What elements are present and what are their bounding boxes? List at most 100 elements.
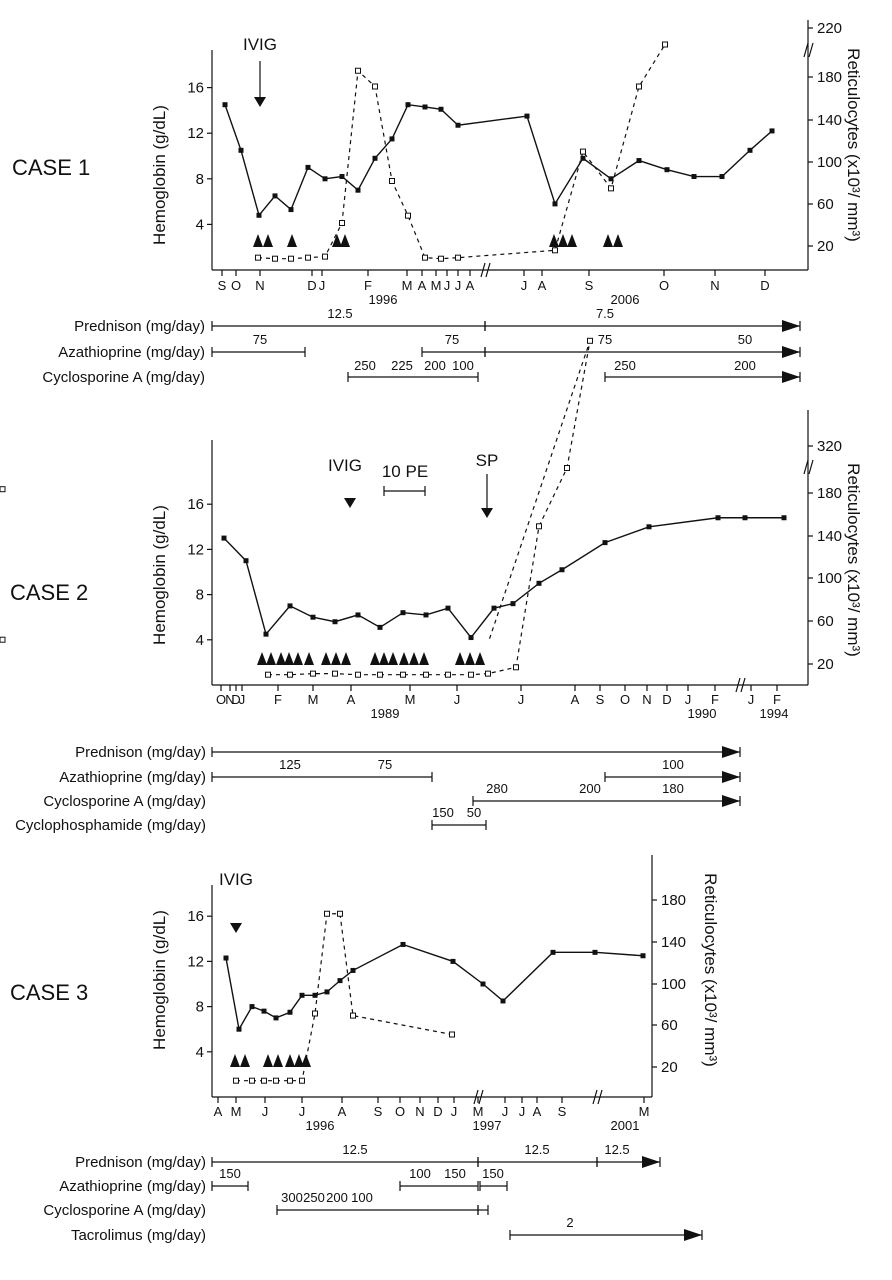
case3-year-label: 2001 (611, 1118, 640, 1133)
case3-transfusion-marker (240, 1054, 250, 1067)
case1-month-label: J (444, 278, 451, 293)
case3-drug-dose: 12.5 (604, 1142, 629, 1157)
case3-x-break-a (592, 1089, 598, 1105)
case2-reticulocyte-point (310, 670, 316, 677)
case1-hemoglobin-point (272, 193, 278, 199)
case1-hemoglobin-point (339, 174, 345, 180)
case1-reticulocyte-point (662, 41, 668, 48)
case2-year-label: 1994 (760, 706, 789, 721)
case2-drug-dose: 100 (662, 757, 684, 772)
case2-drug-dose: 75 (378, 757, 392, 772)
case2-reticulocyte-point (332, 670, 338, 677)
case3-y2tick-label: 140 (661, 934, 686, 951)
case1-hemoglobin-line (224, 103, 773, 217)
case2-transfusion-marker (304, 652, 314, 665)
case2-transfusion-marker (284, 652, 294, 665)
case3-hemoglobin-point (312, 992, 318, 998)
case1-label: CASE 1 (12, 155, 90, 180)
case1-y2-break-b (808, 42, 814, 58)
case1-ytick-label: 12 (187, 125, 204, 142)
case2-y2tick-label: 100 (817, 570, 842, 587)
case3-reticulocyte-point (312, 1010, 318, 1017)
case2-ylabel: Hemoglobin (g/dL) (150, 505, 169, 645)
case1-hemoglobin-point (664, 167, 670, 173)
case2-y2tick-label: 320 (817, 438, 842, 455)
case3-ivig-marker (230, 923, 242, 933)
case3-hemoglobin-point (400, 941, 406, 947)
case2-drug-dose: 150 (432, 805, 454, 820)
case1-hemoglobin-point (222, 102, 228, 108)
case2-reticulocyte-point (423, 671, 429, 678)
case1-hemoglobin-point (580, 155, 586, 161)
case1-hemoglobin-point (288, 207, 294, 213)
case1-month-label: J (319, 278, 326, 293)
case1-hemoglobin-point (256, 212, 262, 218)
case2-y2tick-label: 140 (817, 528, 842, 545)
case1-month-label: D (760, 278, 769, 293)
case3-month-label: A (214, 1104, 223, 1119)
case2-drug-name: Prednison (mg/day) (75, 744, 206, 761)
case3-month-label: S (374, 1104, 383, 1119)
case2-reticulocyte-point (485, 670, 491, 677)
case3-y2tick-label: 20 (661, 1059, 678, 1076)
case2-transfusion-marker (465, 652, 475, 665)
case1-reticulocyte-point (405, 212, 411, 219)
case1-reticulocyte-point (372, 83, 378, 90)
case2-hemoglobin-point (510, 601, 516, 607)
case1-month-label: N (255, 278, 264, 293)
case3-y2tick-label: 100 (661, 976, 686, 993)
case1-ytick-label: 4 (196, 216, 204, 233)
case3-hemoglobin-point (350, 967, 356, 973)
case2-hemoglobin-point (536, 580, 542, 586)
case3-drug-dose: 100 (409, 1166, 431, 1181)
case1-hemoglobin-point (608, 176, 614, 182)
case2-reticulocyte-point (513, 664, 519, 671)
case3-x-break-b (478, 1089, 484, 1105)
case1-reticulocyte-point (272, 255, 278, 262)
case3-reticulocyte-point (350, 1012, 356, 1019)
case1-ytick-label: 16 (187, 80, 204, 97)
case3-reticulocyte-point (449, 1031, 455, 1038)
case2-year-label: 1990 (688, 706, 717, 721)
case2-drug-arrow (722, 795, 740, 807)
case3-month-label: M (231, 1104, 242, 1119)
case3-hemoglobin-point (337, 978, 343, 984)
case1-y2-break-a (803, 42, 809, 58)
case2-hemoglobin-point (468, 635, 474, 641)
case2-reticulocyte-point (468, 671, 474, 678)
case1-drug-name: Prednison (mg/day) (74, 318, 205, 335)
case1-reticulocyte-point (288, 255, 294, 262)
case3-ytick-label: 16 (187, 908, 204, 925)
case3-hemoglobin-point (500, 998, 506, 1004)
case1-reticulocyte-point (422, 254, 428, 261)
case1-reticulocyte-point (438, 255, 444, 262)
case2-transfusion-marker (455, 652, 465, 665)
case2-transfusion-marker (293, 652, 303, 665)
case2-drug-arrow (722, 771, 740, 783)
case2-y2-break-b (808, 459, 814, 475)
case3-drug-dose: 150 (444, 1166, 466, 1181)
case3-ytick-label: 12 (187, 953, 204, 970)
case1-transfusion-marker (549, 234, 559, 247)
case2-hemoglobin-point (310, 614, 316, 620)
case1-hemoglobin-point (322, 176, 328, 182)
case2-drug-dose: 180 (662, 781, 684, 796)
case3-reticulocyte-point (273, 1077, 279, 1084)
case1-month-label: M (431, 278, 442, 293)
case3-drug-dose: 250 (303, 1190, 325, 1205)
case2-month-label: A (571, 692, 580, 707)
case1-reticulocyte-point (455, 254, 461, 261)
case2-hemoglobin-point (423, 612, 429, 618)
case3-reticulocyte-point (233, 1077, 239, 1084)
case2-event-label: 10 PE (382, 462, 428, 481)
case2-hemoglobin-point (742, 515, 748, 521)
case2-reticulocyte-point (587, 337, 593, 344)
case1-y2tick-label: 220 (817, 20, 842, 37)
case3-month-label: M (473, 1104, 484, 1119)
case1-reticulocyte-point (580, 148, 586, 155)
case2-ytick-label: 4 (196, 632, 204, 649)
case3-hemoglobin-point (223, 955, 229, 961)
case1-transfusion-marker (287, 234, 297, 247)
case1-y2tick-label: 100 (817, 154, 842, 171)
case2-y2tick-label: 180 (817, 485, 842, 502)
